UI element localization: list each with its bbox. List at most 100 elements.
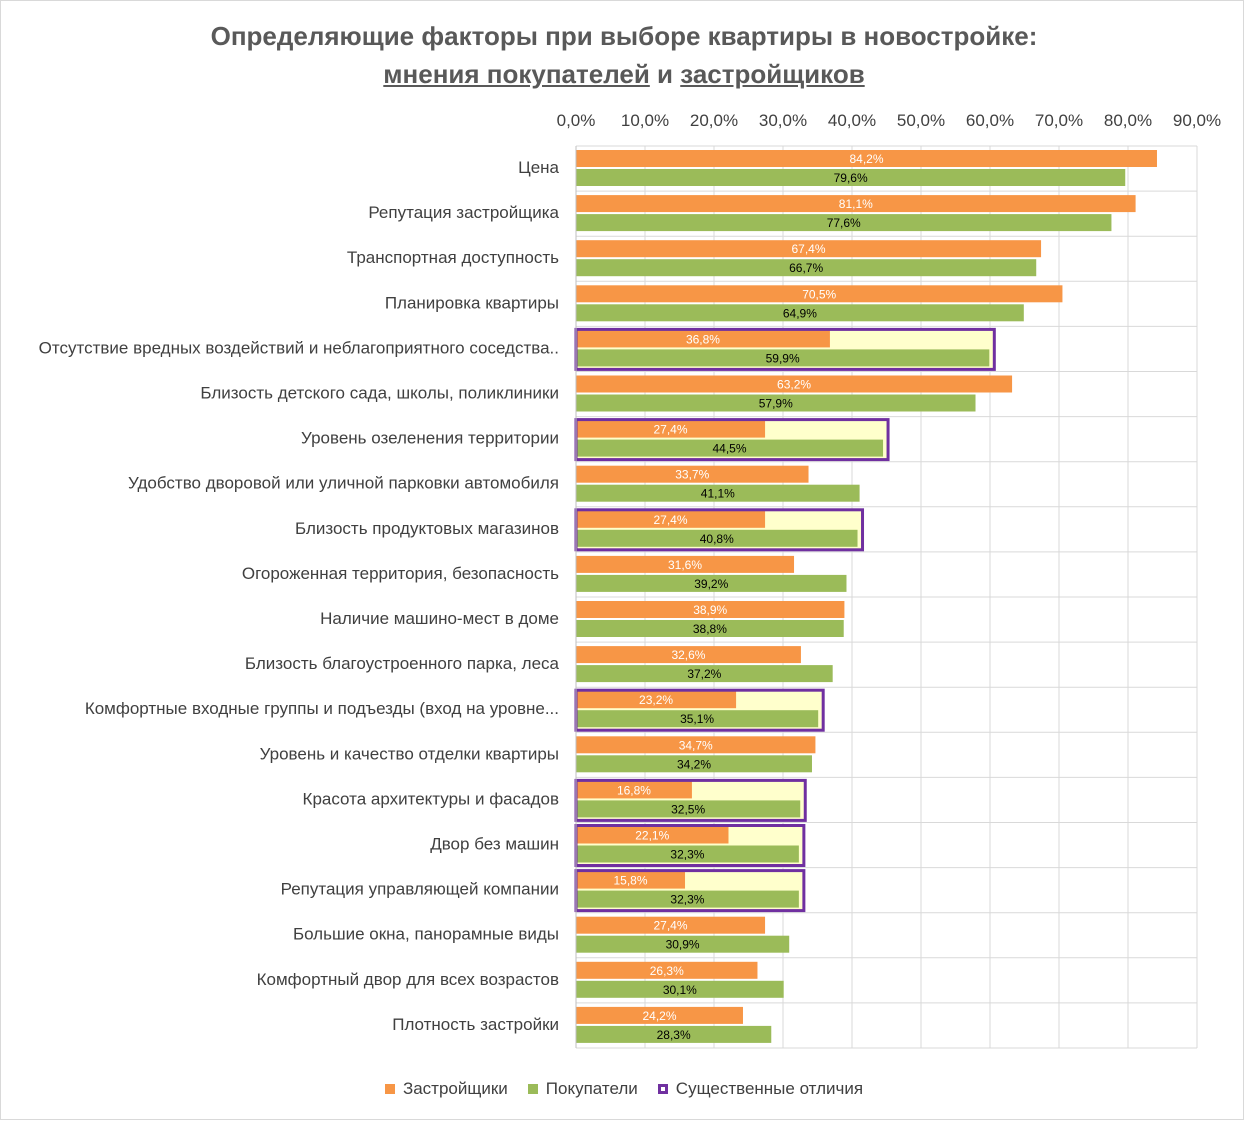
category-label: Двор без машин — [430, 835, 559, 854]
data-label-buyers: 35,1% — [680, 712, 714, 726]
bar-developers — [576, 285, 1063, 303]
data-label-developers: 22,1% — [635, 829, 669, 843]
bar-buyers — [576, 620, 844, 637]
x-tick-label: 80,0% — [1104, 111, 1152, 130]
x-tick-label: 30,0% — [759, 111, 807, 130]
data-label-buyers: 38,8% — [693, 622, 727, 636]
bar-buyers — [576, 710, 819, 728]
data-label-buyers: 57,9% — [759, 397, 793, 411]
bar-developers — [576, 1006, 743, 1024]
bar-buyers — [576, 845, 799, 863]
bar-buyers — [576, 439, 884, 457]
data-label-buyers: 30,9% — [666, 938, 700, 952]
category-label: Репутация управляющей компании — [281, 880, 559, 899]
data-label-buyers: 32,3% — [670, 893, 704, 907]
legend-label-buyers: Покупатели — [545, 1079, 638, 1098]
x-tick-label: 0,0% — [557, 111, 596, 130]
bar-developers — [576, 195, 1136, 213]
x-tick-label: 60,0% — [966, 111, 1014, 130]
bar-developers — [576, 961, 758, 979]
x-tick-label: 70,0% — [1035, 111, 1083, 130]
x-tick-label: 10,0% — [621, 111, 669, 130]
bar-buyers — [576, 214, 1112, 232]
bar-developers — [576, 601, 845, 618]
bar-buyers — [576, 755, 812, 773]
data-label-developers: 32,6% — [671, 648, 705, 662]
data-label-buyers: 39,2% — [694, 577, 728, 591]
bar-developers — [576, 420, 766, 438]
data-label-developers: 81,1% — [839, 197, 873, 211]
bar-developers — [576, 826, 729, 844]
data-label-developers: 38,9% — [693, 603, 727, 617]
category-label: Удобство дворовой или уличной парковки а… — [128, 474, 559, 493]
data-label-developers: 31,6% — [668, 558, 702, 572]
legend-item-buyers: Покупатели — [527, 1079, 638, 1099]
data-label-developers: 24,2% — [642, 1009, 676, 1023]
data-label-buyers: 41,1% — [701, 487, 735, 501]
category-label: Близость благоустроенного парка, леса — [245, 654, 560, 673]
bar-buyers — [576, 304, 1024, 322]
bar-buyers — [576, 1025, 772, 1043]
legend-swatch-buyers — [527, 1084, 538, 1094]
category-label: Красота архитектуры и фасадов — [303, 789, 559, 808]
x-tick-label: 40,0% — [828, 111, 876, 130]
bar-developers — [576, 646, 801, 664]
legend-item-difference: Существенные отличия — [657, 1079, 863, 1099]
bar-developers — [576, 781, 692, 799]
data-label-developers: 23,2% — [639, 693, 673, 707]
data-label-developers: 16,8% — [617, 783, 651, 797]
data-label-developers: 70,5% — [802, 287, 836, 301]
category-label: Огороженная территория, безопасность — [242, 564, 559, 583]
data-label-buyers: 64,9% — [783, 306, 817, 320]
chart-title-developers: застройщиков — [680, 59, 865, 89]
bar-developers — [576, 691, 737, 709]
bar-buyers — [576, 484, 860, 502]
category-label: Транспортная доступность — [347, 248, 559, 267]
bar-buyers — [576, 890, 799, 908]
data-label-buyers: 30,1% — [663, 983, 697, 997]
bar-developers — [576, 465, 809, 483]
data-label-developers: 27,4% — [654, 919, 688, 933]
bar-developers — [576, 375, 1013, 393]
category-label: Комфортный двор для всех возрастов — [257, 970, 559, 989]
data-label-developers: 67,4% — [792, 242, 826, 256]
data-label-buyers: 59,9% — [766, 351, 800, 365]
bar-buyers — [576, 259, 1037, 277]
category-label: Наличие машино-мест в доме — [320, 609, 559, 628]
category-label: Комфортные входные группы и подъезды (вх… — [85, 699, 559, 718]
bar-buyers — [576, 800, 801, 818]
legend-label-developers: Застройщики — [402, 1079, 508, 1098]
data-label-buyers: 44,5% — [713, 442, 747, 456]
legend-item-developers: Застройщики — [384, 1079, 508, 1099]
category-label: Репутация застройщика — [368, 203, 559, 222]
bar-buyers — [576, 980, 784, 998]
bar-developers — [576, 555, 795, 573]
data-label-developers: 15,8% — [613, 874, 647, 888]
bar-buyers — [576, 169, 1126, 186]
bar-developers — [576, 736, 816, 754]
bar-buyers — [576, 349, 990, 367]
chart-title-and: и — [649, 59, 681, 89]
bar-buyers — [576, 665, 833, 683]
category-label: Планировка квартиры — [385, 293, 559, 312]
data-label-developers: 26,3% — [650, 964, 684, 978]
data-label-buyers: 40,8% — [700, 532, 734, 546]
bar-buyers — [576, 935, 790, 953]
data-label-buyers: 34,2% — [677, 757, 711, 771]
x-tick-label: 20,0% — [690, 111, 738, 130]
data-label-developers: 27,4% — [654, 423, 688, 437]
chart-title-buyers: мнения покупателей — [383, 59, 650, 89]
bar-developers — [576, 330, 830, 348]
bar-buyers — [576, 574, 847, 592]
bar-developers — [576, 150, 1157, 167]
bar-buyers — [576, 529, 858, 547]
category-label: Цена — [518, 158, 559, 177]
data-label-buyers: 37,2% — [687, 667, 721, 681]
category-label: Отсутствие вредных воздействий и неблаго… — [39, 338, 559, 357]
legend-swatch-difference — [657, 1084, 668, 1094]
chart-title-line2: мнения покупателей и застройщиков — [1, 59, 1246, 90]
category-label: Плотность застройки — [392, 1015, 559, 1034]
data-label-developers: 84,2% — [849, 152, 883, 166]
data-label-developers: 27,4% — [654, 513, 688, 527]
